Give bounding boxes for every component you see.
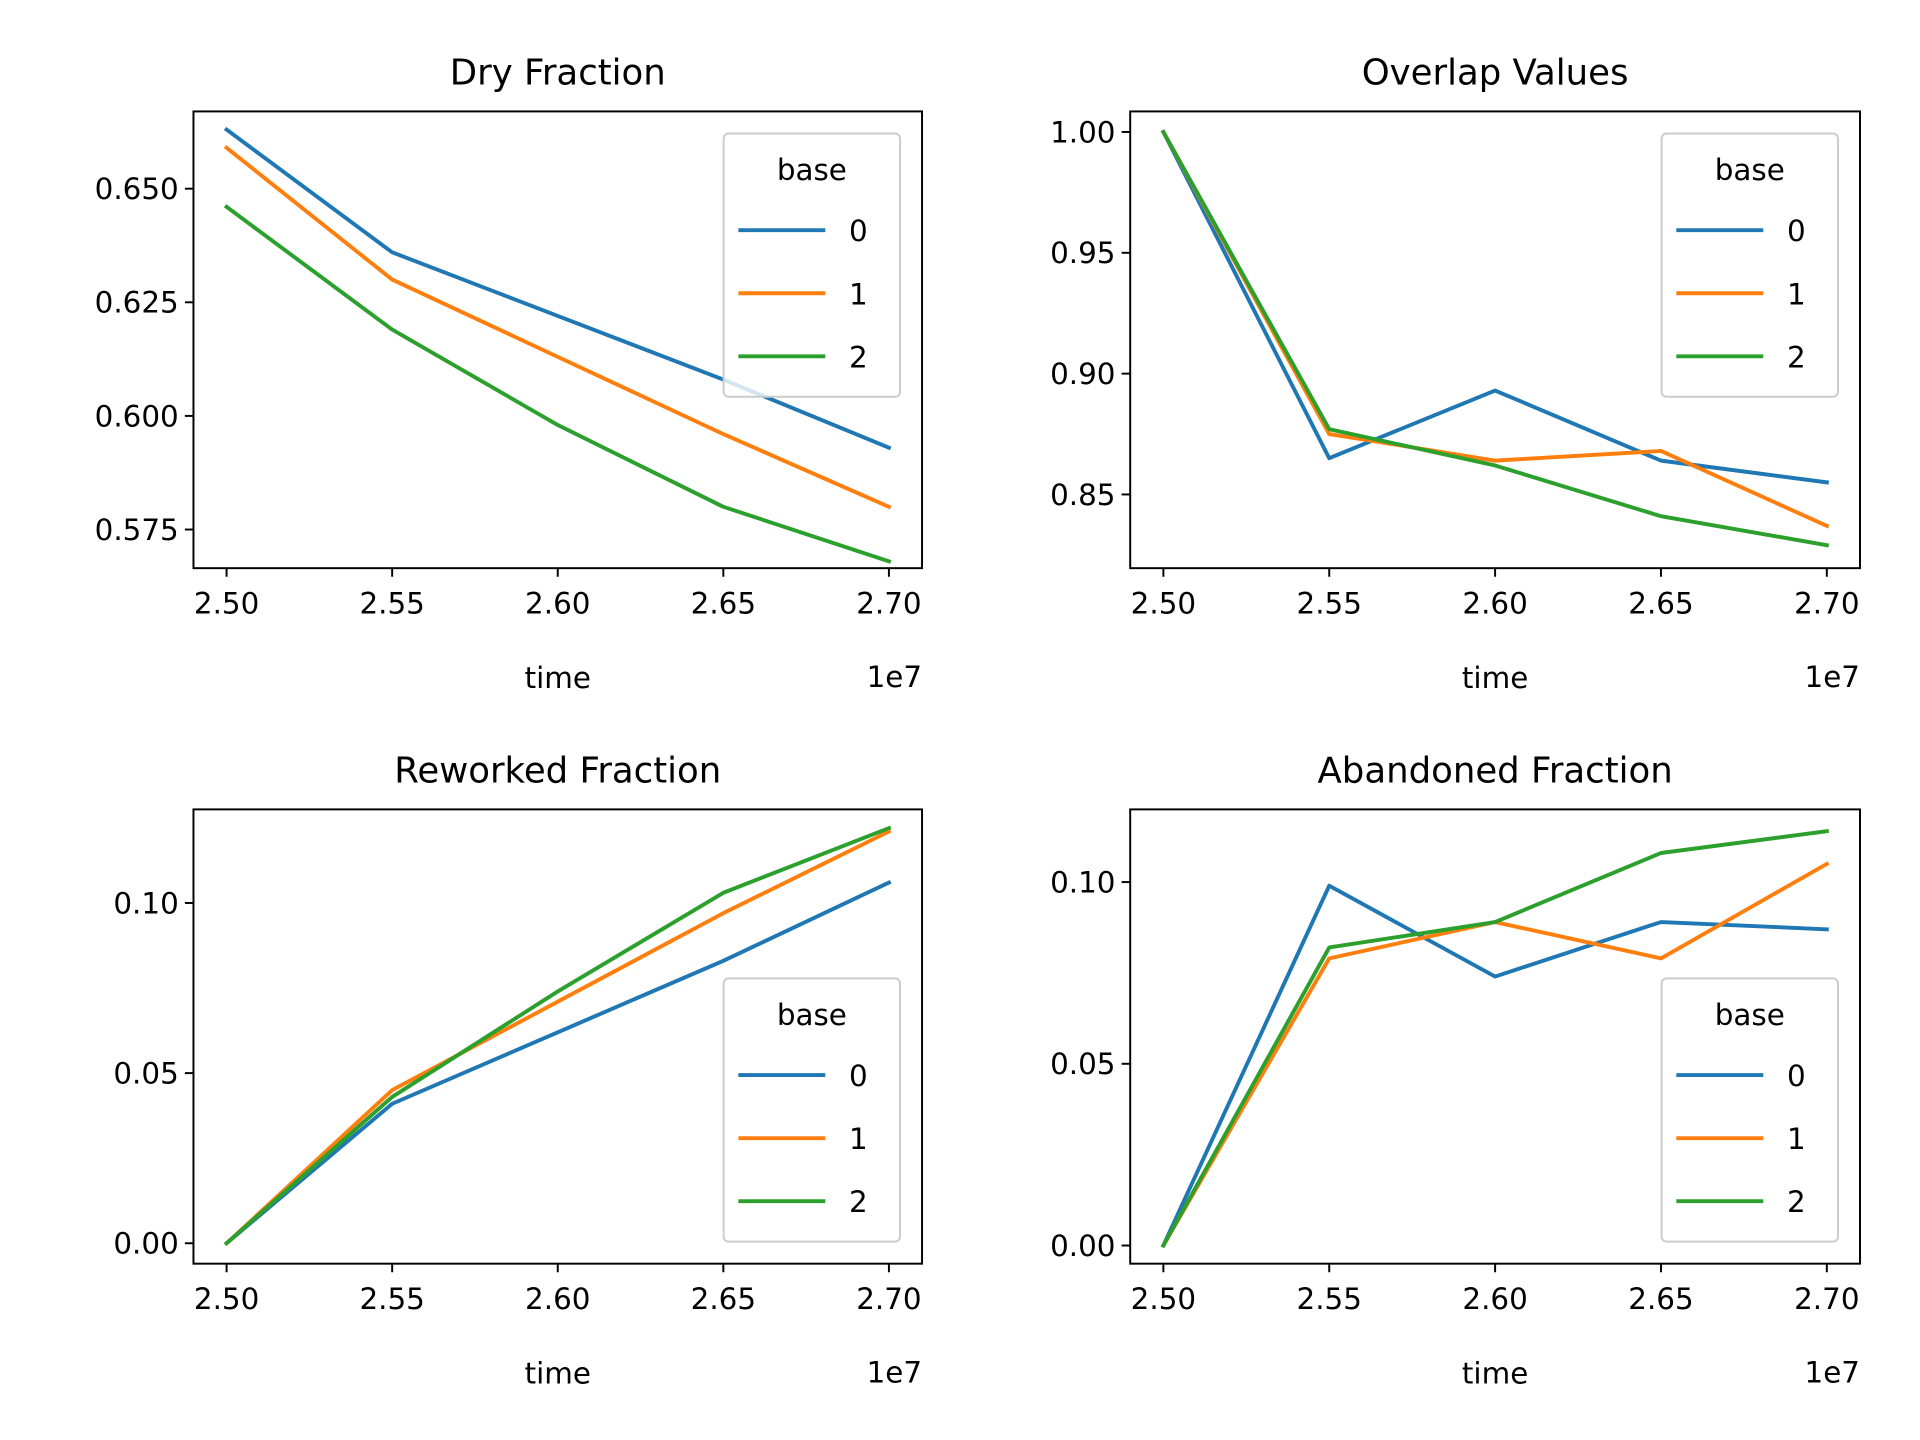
chart-title: Abandoned Fraction	[1318, 750, 1673, 791]
x-offset-label: 1e7	[867, 1355, 922, 1389]
legend-title: base	[777, 153, 847, 187]
x-tick-label: 2.70	[856, 586, 921, 620]
x-axis-label: time	[525, 1357, 591, 1391]
legend-entry-label: 0	[1787, 1059, 1806, 1093]
x-tick-label: 2.70	[1794, 1282, 1859, 1316]
legend-entry-label: 1	[849, 1122, 868, 1156]
chart-title: Dry Fraction	[450, 52, 666, 93]
y-tick-label: 0.05	[1050, 1047, 1115, 1081]
legend-entry-label: 2	[1787, 340, 1806, 374]
x-tick-label: 2.65	[691, 1282, 756, 1316]
subplot-1: 2.50 2.55 2.60 2.65 2.70 0.575 0.600 0.625 0.650…	[95, 52, 924, 695]
series-line-2	[223, 204, 892, 564]
series-line-0	[1160, 129, 1830, 485]
y-tick-label: 0.650	[95, 172, 179, 206]
y-tick-label: 0.625	[95, 286, 179, 320]
chart-title: Reworked Fraction	[394, 750, 721, 791]
x-tick-label: 2.55	[1297, 1282, 1362, 1316]
y-tick-label: 0.05	[113, 1057, 178, 1091]
x-tick-label: 2.50	[1131, 1282, 1196, 1316]
legend-entry-label: 2	[849, 1185, 868, 1219]
legend-entry-label: 0	[849, 1059, 868, 1093]
subplot-4: 2.50 2.55 2.60 2.65 2.70 0.00 0.05 0.10 Abandone…	[1050, 750, 1861, 1391]
legend-entry-label: 1	[1787, 277, 1806, 311]
series-line-0	[223, 126, 892, 451]
subplot-2: 2.50 2.55 2.60 2.65 2.70 0.85 0.90 0.95 1.00 Over…	[1050, 52, 1861, 695]
y-tick-label: 1.00	[1050, 115, 1115, 149]
x-offset-label: 1e7	[1805, 1355, 1860, 1389]
legend-entry-label: 0	[1787, 214, 1806, 248]
x-offset-label: 1e7	[867, 660, 922, 694]
series-line-2	[1160, 129, 1830, 548]
legend-entry-label: 2	[1787, 1185, 1806, 1219]
legend-entry-label: 0	[849, 214, 868, 248]
x-axis-label: time	[525, 661, 591, 695]
x-tick-label: 2.70	[856, 1282, 921, 1316]
y-tick-label: 0.00	[113, 1227, 178, 1261]
legend-title: base	[777, 998, 847, 1032]
x-tick-label: 2.60	[525, 586, 590, 620]
x-tick-label: 2.55	[359, 1282, 424, 1316]
x-tick-label: 2.70	[1794, 586, 1859, 620]
y-tick-label: 0.90	[1050, 357, 1115, 391]
series-line-0	[223, 879, 892, 1247]
legend-title: base	[1715, 153, 1785, 187]
legend-box	[1660, 977, 1839, 1243]
legend-title: base	[1715, 998, 1785, 1032]
x-tick-label: 2.65	[691, 586, 756, 620]
series-line-0	[1160, 883, 1829, 1249]
y-tick-label: 0.600	[95, 399, 179, 433]
series-line-1	[223, 145, 892, 510]
y-tick-label: 0.10	[1050, 865, 1115, 899]
y-tick-label: 0.00	[1050, 1229, 1115, 1263]
x-tick-label: 2.50	[1131, 586, 1196, 620]
legend-box	[1660, 132, 1839, 398]
x-tick-label: 2.60	[1462, 586, 1527, 620]
x-tick-label: 2.55	[1297, 586, 1362, 620]
legend-entry-label: 1	[1787, 1122, 1806, 1156]
x-tick-label: 2.60	[525, 1282, 590, 1316]
y-tick-label: 0.10	[113, 886, 178, 920]
legend-box	[722, 977, 901, 1243]
series-line-2	[1160, 828, 1830, 1249]
legend-box	[722, 132, 901, 398]
x-axis-label: time	[1462, 661, 1528, 695]
y-tick-label: 0.85	[1050, 478, 1115, 512]
x-tick-label: 2.65	[1628, 586, 1693, 620]
legend-entry-label: 2	[849, 340, 868, 374]
x-tick-label: 2.60	[1462, 1282, 1527, 1316]
y-tick-label: 0.575	[95, 513, 179, 547]
legend-entry-label: 1	[849, 277, 868, 311]
x-tick-label: 2.50	[194, 1282, 259, 1316]
x-axis-label: time	[1462, 1357, 1528, 1391]
x-tick-label: 2.50	[194, 586, 259, 620]
series-line-1	[223, 828, 892, 1247]
chart-title: Overlap Values	[1362, 52, 1629, 93]
series-line-2	[223, 825, 892, 1247]
x-tick-label: 2.65	[1628, 1282, 1693, 1316]
x-tick-label: 2.55	[359, 586, 424, 620]
x-offset-label: 1e7	[1805, 660, 1860, 694]
y-tick-label: 0.95	[1050, 236, 1115, 270]
subplot-3: 2.50 2.55 2.60 2.65 2.70 0.00 0.05 0.10 Reworked…	[113, 750, 924, 1391]
